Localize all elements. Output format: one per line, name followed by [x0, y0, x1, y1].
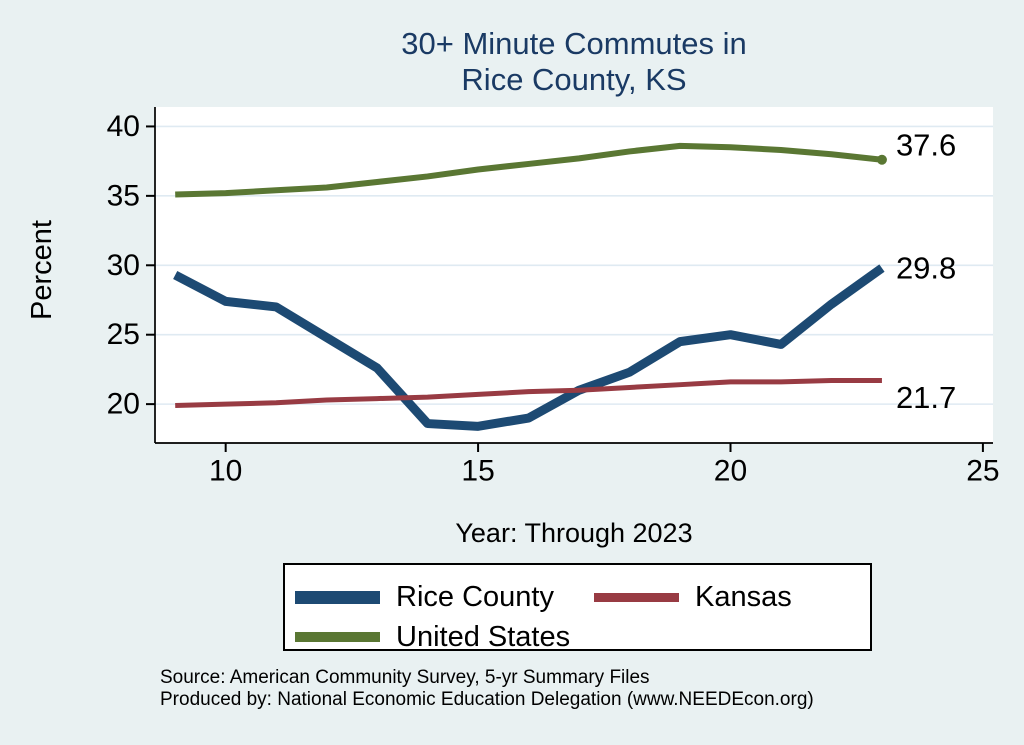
chart-title-line1: 30+ Minute Commutes in: [401, 26, 747, 61]
x-tick-label-10: 10: [209, 455, 242, 488]
legend-label-united-states: United States: [396, 620, 571, 653]
x-tick-label-15: 15: [461, 455, 494, 488]
legend-item-rice-county: Rice County: [295, 581, 594, 614]
rice-county-line-swatch: [295, 590, 380, 604]
legend-row-1: Rice County Kansas: [285, 577, 870, 617]
x-tick-label-20: 20: [714, 455, 747, 488]
y-tick-label-25: 25: [107, 318, 140, 351]
series-line-1: [175, 378, 882, 409]
legend-row-2: United States: [285, 617, 870, 657]
legend-item-kansas: Kansas: [594, 581, 792, 614]
legend-label-rice-county: Rice County: [396, 580, 554, 613]
x-tick-label-25: 25: [966, 455, 999, 488]
footer-notes: Source: American Community Survey, 5-yr …: [160, 667, 814, 711]
legend-label-kansas: Kansas: [695, 580, 792, 613]
legend-item-united-states: United States: [295, 621, 594, 654]
source-note: Source: American Community Survey, 5-yr …: [160, 667, 650, 688]
united-states-line-swatch: [295, 632, 380, 642]
produced-by-note: Produced by: National Economic Education…: [160, 689, 814, 710]
y-axis-title: Percent: [26, 220, 58, 320]
series-end-dot-2: [876, 154, 887, 165]
y-tick-label-20: 20: [107, 388, 140, 421]
y-tick-label-30: 30: [107, 249, 140, 282]
plot-area: [155, 107, 993, 443]
kansas-line-swatch: [594, 592, 679, 602]
y-tick-label-35: 35: [107, 179, 140, 212]
end-value-label-1: 21.7: [896, 380, 956, 415]
end-value-label-2: 37.6: [896, 127, 956, 162]
series-line-0: [173, 264, 885, 431]
series-line-2: [175, 142, 883, 198]
end-value-label-0: 29.8: [896, 251, 956, 286]
chart-title: 30+ Minute Commutes in Rice County, KS: [155, 26, 993, 98]
y-tick-label-40: 40: [107, 110, 140, 143]
chart-title-line2: Rice County, KS: [461, 62, 687, 97]
legend: Rice County Kansas United States: [283, 563, 872, 653]
x-axis-title: Year: Through 2023: [455, 518, 692, 548]
